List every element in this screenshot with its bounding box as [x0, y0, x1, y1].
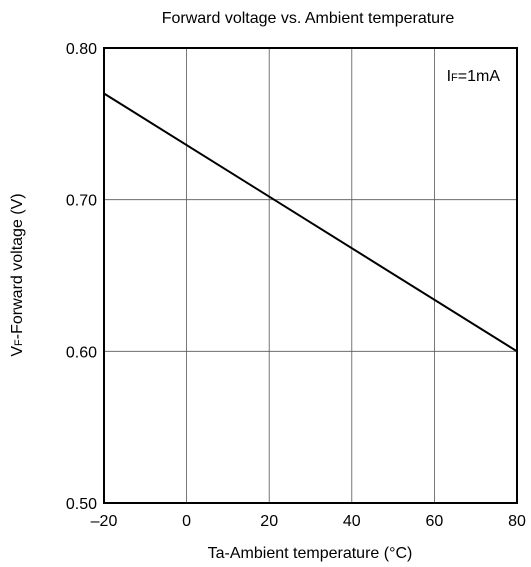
y-tick-label: 0.80 [66, 41, 97, 58]
x-tick-label: 60 [426, 513, 444, 530]
y-tick-label: 0.70 [66, 193, 97, 210]
series-layer [103, 92, 518, 353]
y-tick-labels: 0.50 0.60 0.70 0.80 [66, 41, 97, 513]
y-axis-label-prefix: V [9, 346, 26, 357]
grid [104, 48, 517, 503]
x-tick-label: 20 [260, 513, 278, 530]
y-axis-label-rest: -Forward voltage (V) [9, 193, 26, 339]
annotation-prefix: I [447, 68, 451, 85]
x-tick-labels: –20 0 20 40 60 80 [91, 513, 526, 530]
plot-frame [103, 47, 518, 504]
x-tick-label: –20 [91, 513, 118, 530]
condition-annotation: IF=1mA [447, 68, 501, 85]
annotation-rest: =1mA [458, 68, 501, 85]
y-tick-label: 0.50 [66, 496, 97, 513]
y-axis-label: VF-Forward voltage (V) [9, 193, 26, 356]
x-tick-label: 40 [343, 513, 361, 530]
y-axis-label-subscript: F [13, 339, 25, 346]
x-tick-label: 80 [508, 513, 526, 530]
chart-title: Forward voltage vs. Ambient temperature [162, 10, 455, 27]
x-tick-label: 0 [182, 513, 191, 530]
x-axis-label: Ta-Ambient temperature (°C) [208, 545, 413, 562]
annotation-subscript: F [451, 72, 458, 84]
series-line [103, 92, 518, 353]
y-tick-label: 0.60 [66, 344, 97, 361]
